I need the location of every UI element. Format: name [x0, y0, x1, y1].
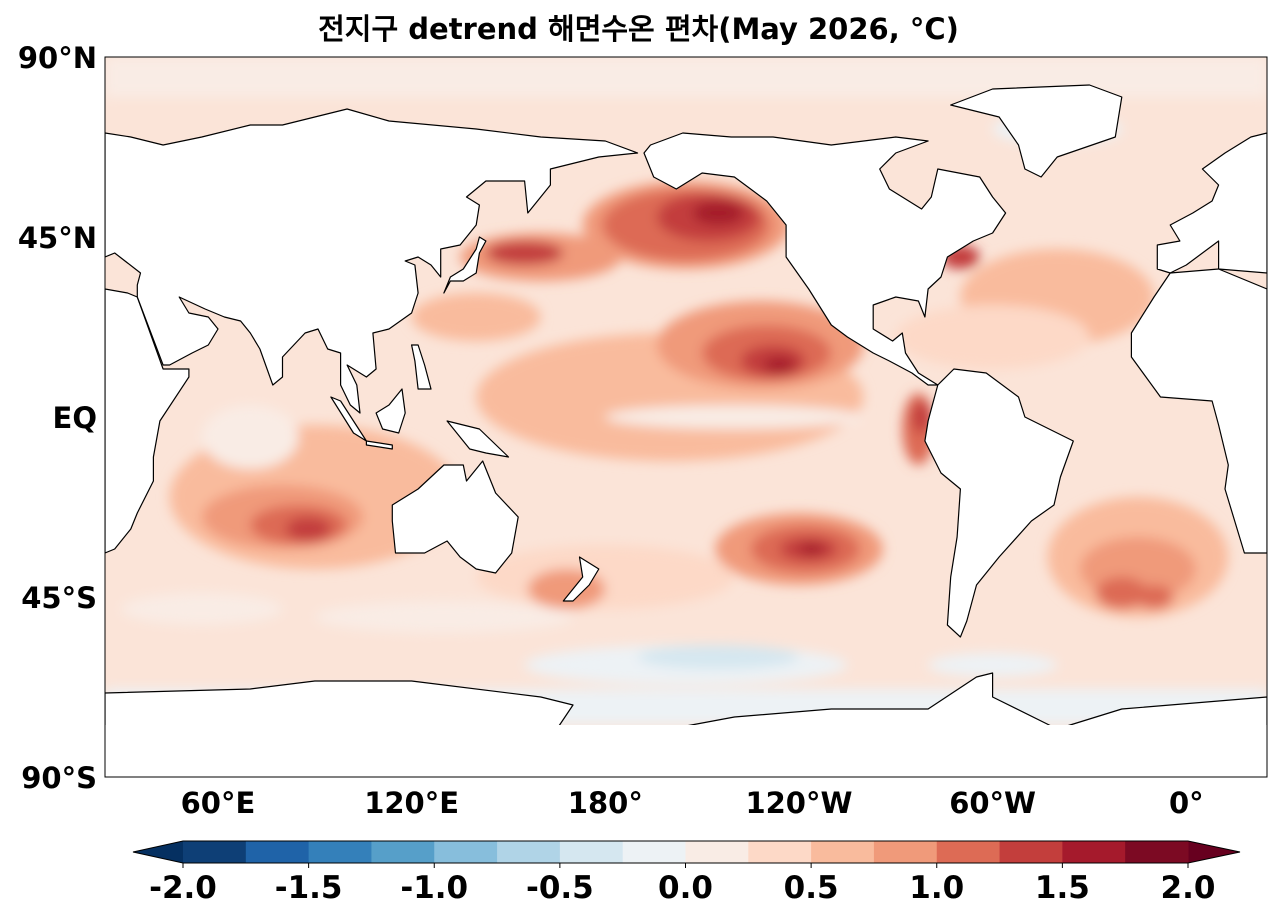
anomaly-region	[314, 601, 574, 633]
colorbar-bin	[434, 841, 498, 863]
anomaly-field	[105, 57, 1267, 725]
chart-title: 전지구 detrend 해면수온 편차(May 2026, °C)	[318, 12, 959, 46]
colorbar-bin	[622, 841, 686, 863]
anomaly-region	[201, 405, 299, 469]
land-mass	[1156, 132, 1267, 274]
colorbar: -2.0 -1.5 -1.0 -0.5 0.0 0.5 1.0 1.5 2.0	[132, 840, 1241, 906]
latitude-tick-label: 90°S	[21, 761, 97, 795]
latitude-tick-label: EQ	[53, 401, 97, 435]
anomaly-region	[928, 653, 1058, 677]
anomaly-region	[895, 305, 1090, 369]
land-mass	[375, 388, 406, 434]
anomaly-region	[692, 201, 745, 225]
anomaly-region	[763, 357, 796, 373]
colorbar-bin	[183, 841, 247, 863]
map-frame	[104, 56, 1268, 778]
colorbar-bin	[811, 841, 875, 863]
anomaly-region	[605, 405, 864, 429]
land-mass	[365, 440, 393, 450]
land-mass	[643, 132, 1007, 386]
colorbar-tick-label: -0.5	[526, 870, 594, 906]
anomaly-region	[637, 645, 799, 669]
longitude-tick-label: 60°W	[949, 786, 1036, 820]
anomaly-region	[476, 545, 735, 609]
anomaly-region	[798, 543, 825, 555]
anomaly-region	[911, 401, 932, 433]
land-mass	[1130, 268, 1267, 554]
anomaly-region	[1095, 577, 1148, 609]
no-data-region	[105, 725, 1267, 777]
colorbar-tick-label: 1.0	[909, 870, 964, 906]
land-mass	[446, 420, 510, 458]
longitude-tick-label: 120°E	[364, 786, 459, 820]
colorbar-bin	[873, 841, 938, 863]
colorbar-tick-label: 1.5	[1035, 870, 1090, 906]
colorbar-bin	[245, 841, 310, 863]
land-mass	[562, 556, 600, 602]
anomaly-region	[485, 241, 564, 265]
colorbar-tick-label: -2.0	[149, 870, 217, 906]
colorbar-extend-low	[133, 841, 183, 863]
latitude-ticks: 90°N 45°N EQ 45°S 90°S	[18, 41, 97, 795]
map-plot-area	[105, 57, 1267, 777]
land-mass	[443, 236, 487, 294]
land-mass	[391, 460, 519, 574]
colorbar-bin	[497, 841, 561, 863]
colorbar-tick-label: 0.0	[658, 870, 713, 906]
anomaly-region	[285, 517, 331, 541]
colorbar-bin	[1062, 841, 1126, 863]
longitude-tick-label: 0°	[1169, 786, 1204, 820]
colorbar-bin	[1125, 841, 1189, 863]
land-mass	[105, 108, 639, 414]
colorbar-bin	[559, 841, 624, 863]
colorbar-bin	[308, 841, 372, 863]
land-mass	[950, 84, 1123, 178]
latitude-tick-label: 45°N	[18, 221, 97, 255]
latitude-tick-label: 45°S	[21, 581, 97, 615]
colorbar-bin	[999, 841, 1063, 863]
anomaly-region	[1134, 585, 1174, 609]
colorbar-bin	[748, 841, 812, 863]
anomaly-region	[411, 293, 541, 341]
colorbar-bin	[371, 841, 435, 863]
latitude-tick-label: 90°N	[18, 41, 97, 75]
land-layer	[105, 84, 1267, 777]
longitude-tick-label: 180°	[568, 786, 643, 820]
colorbar-tick-label: -1.0	[400, 870, 468, 906]
land-mass	[411, 344, 432, 390]
colorbar-bin	[936, 841, 1001, 863]
longitude-tick-label: 120°W	[745, 786, 852, 820]
colorbar-tick-label: 0.5	[784, 870, 839, 906]
colorbar-extend-high	[1188, 841, 1240, 863]
anomaly-region	[121, 593, 283, 625]
longitude-ticks: 60°E 120°E 180° 120°W 60°W 0°	[181, 786, 1204, 820]
colorbar-tick-label: -1.5	[275, 870, 343, 906]
land-mass	[924, 368, 1074, 638]
colorbar-bin	[685, 841, 749, 863]
longitude-tick-label: 60°E	[181, 786, 256, 820]
colorbar-tick-label: 2.0	[1161, 870, 1216, 906]
